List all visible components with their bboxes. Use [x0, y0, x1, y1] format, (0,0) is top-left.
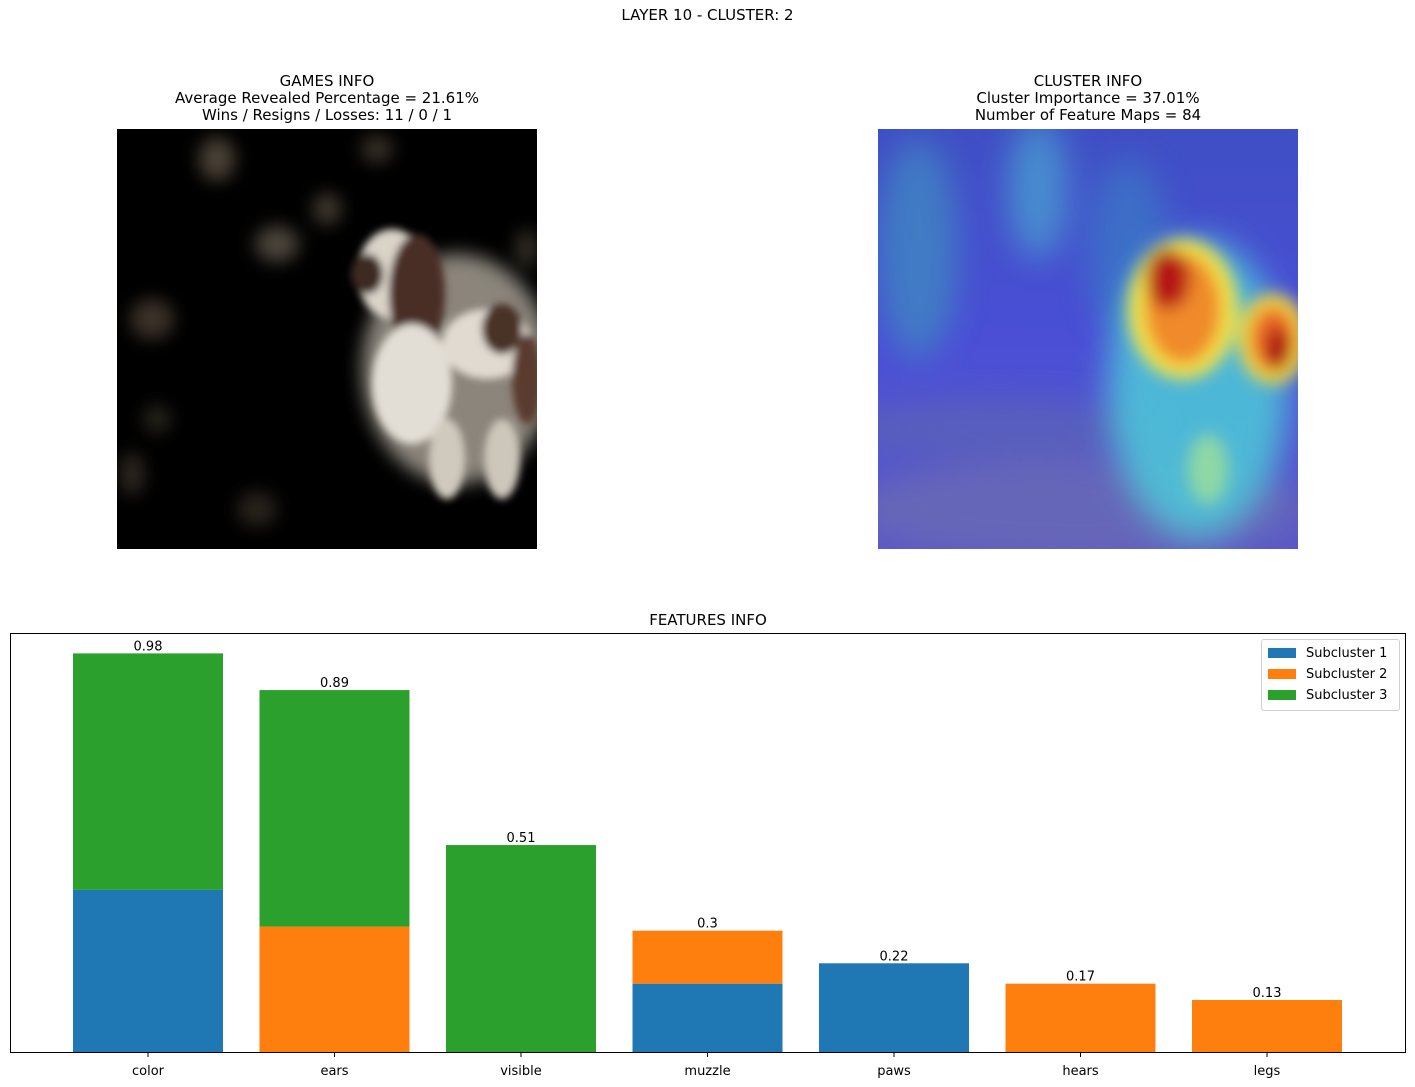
figure-title: LAYER 10 - CLUSTER: 2	[621, 6, 794, 24]
games-info-title: GAMES INFO Average Revealed Percentage =…	[117, 73, 537, 124]
masked-image-drawing	[117, 129, 537, 549]
bar-ears-subcluster-3	[259, 690, 410, 927]
cluster-info-heading: CLUSTER INFO	[1033, 72, 1143, 90]
bar-legs-subcluster-2	[1192, 999, 1342, 1053]
x-axis-ticks: color ears visible muzzle paws hears legs	[132, 1053, 1281, 1079]
bars-layer	[73, 653, 1342, 1053]
cluster-importance: Cluster Importance = 37.01%	[976, 89, 1200, 107]
bar-total-label-ears: 0.89	[320, 676, 349, 691]
bar-muzzle-subcluster-1	[632, 983, 783, 1053]
bar-total-label-visible: 0.51	[507, 831, 536, 846]
average-revealed-percentage: Average Revealed Percentage = 21.61%	[174, 89, 479, 107]
x-tick-label-muzzle: muzzle	[684, 1064, 730, 1079]
bar-ears-subcluster-2	[259, 926, 410, 1053]
legend-item-subcluster-2: Subcluster 2	[1268, 666, 1387, 682]
games-info-heading: GAMES INFO	[279, 72, 375, 90]
x-tick-label-paws: paws	[877, 1064, 911, 1079]
legend-label-subcluster-1: Subcluster 1	[1306, 645, 1388, 661]
x-tick-label-visible: visible	[500, 1064, 542, 1079]
masked-image	[117, 129, 537, 549]
bar-color-subcluster-1	[73, 889, 223, 1053]
legend-swatch-subcluster-1	[1268, 648, 1296, 658]
bar-value-labels: 0.98 0.89 0.51 0.3 0.22 0.17 0.13	[134, 639, 1282, 1001]
bar-muzzle-subcluster-2	[632, 930, 783, 984]
chart-legend: Subcluster 1 Subcluster 2 Subcluster 3	[1261, 639, 1400, 711]
bar-paws-subcluster-1	[819, 963, 969, 1053]
x-tick-label-ears: ears	[320, 1064, 348, 1079]
x-tick-label-legs: legs	[1254, 1064, 1281, 1079]
x-tick-label-hears: hears	[1062, 1064, 1099, 1079]
legend-item-subcluster-1: Subcluster 1	[1268, 645, 1387, 661]
wins-resigns-losses: Wins / Resigns / Losses: 11 / 0 / 1	[201, 106, 453, 124]
legend-label-subcluster-3: Subcluster 3	[1306, 687, 1388, 703]
legend-swatch-subcluster-2	[1268, 669, 1296, 679]
axes-frame	[10, 633, 1406, 1053]
legend-item-subcluster-3: Subcluster 3	[1268, 687, 1387, 703]
x-tick-label-color: color	[132, 1064, 165, 1079]
legend-swatch-subcluster-3	[1268, 690, 1296, 700]
bar-total-label-legs: 0.13	[1253, 986, 1282, 1001]
legend-label-subcluster-2: Subcluster 2	[1306, 666, 1388, 682]
bar-total-label-paws: 0.22	[880, 949, 909, 964]
heatmap-image	[878, 129, 1298, 549]
bar-visible-subcluster-3	[446, 845, 596, 1053]
bar-hears-subcluster-2	[1005, 983, 1156, 1053]
bar-total-label-muzzle: 0.3	[697, 917, 718, 932]
bar-total-label-color: 0.98	[134, 639, 163, 654]
cluster-info-title: CLUSTER INFO Cluster Importance = 37.01%…	[878, 73, 1298, 124]
bar-total-label-hears: 0.17	[1066, 970, 1095, 985]
heatmap-image-drawing	[878, 129, 1298, 549]
bar-color-subcluster-3	[73, 653, 223, 890]
chart-title: FEATURES INFO	[649, 611, 767, 629]
feature-map-count: Number of Feature Maps = 84	[974, 106, 1202, 124]
